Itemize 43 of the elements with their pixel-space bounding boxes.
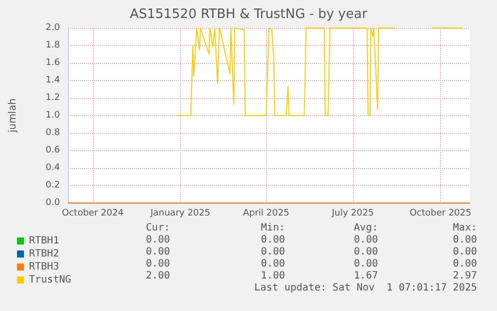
legend-label: TrustNG [29,274,72,286]
text: 0.00 [452,258,477,270]
text: 0.00 [452,234,477,246]
y-tick-label: 1.0 [46,110,60,120]
text: 1.67 [354,270,378,282]
y-tick-label: 1.6 [46,58,60,68]
y-tick-label: 1.2 [46,93,60,103]
x-tick-label: January 2025 [149,208,210,218]
x-tick-label: October 2024 [62,208,124,218]
legend-label: RTBH1 [29,236,60,246]
y-tick-label: 1.4 [46,76,60,86]
text: 0.00 [146,258,170,270]
text: 0.00 [354,246,378,258]
y-axis-title: jumlah [8,98,18,134]
text: 0.00 [452,246,477,258]
y-tick-label: 0.4 [46,163,60,173]
text: Min: [260,222,285,234]
y-tick-label: 0.0 [46,198,60,208]
text: Max: [452,222,477,234]
text: 0.00 [260,246,285,258]
text: 1.00 [260,270,285,282]
y-tick-label: 0.2 [46,180,60,190]
y-tick-label: 1.8 [46,40,60,50]
text: 0.00 [146,246,170,258]
x-tick-label: July 2025 [330,208,374,218]
y-tick-label: 2.0 [46,23,60,33]
text: 0.00 [354,258,378,270]
text: 0.00 [260,234,285,246]
chart-title: AS151520 RTBH & TrustNG - by year [130,7,368,22]
x-tick-label: October 2025 [410,208,472,218]
text: 2.97 [452,270,477,282]
y-tick-label: 0.6 [46,146,60,156]
text: 2.00 [146,270,170,282]
legend-label: RTBH3 [29,262,60,272]
y-tick-label: 0.8 [46,128,60,138]
text: Cur: [146,222,170,234]
legend-label: RTBH2 [29,248,60,260]
text: 0.00 [260,258,285,270]
x-tick-label: April 2025 [242,208,290,218]
text: 0.00 [354,234,378,246]
text: Last update: Sat Nov 1 07:01:17 2025 [254,282,477,294]
text: Avg: [354,222,378,234]
text: 0.00 [146,234,170,246]
